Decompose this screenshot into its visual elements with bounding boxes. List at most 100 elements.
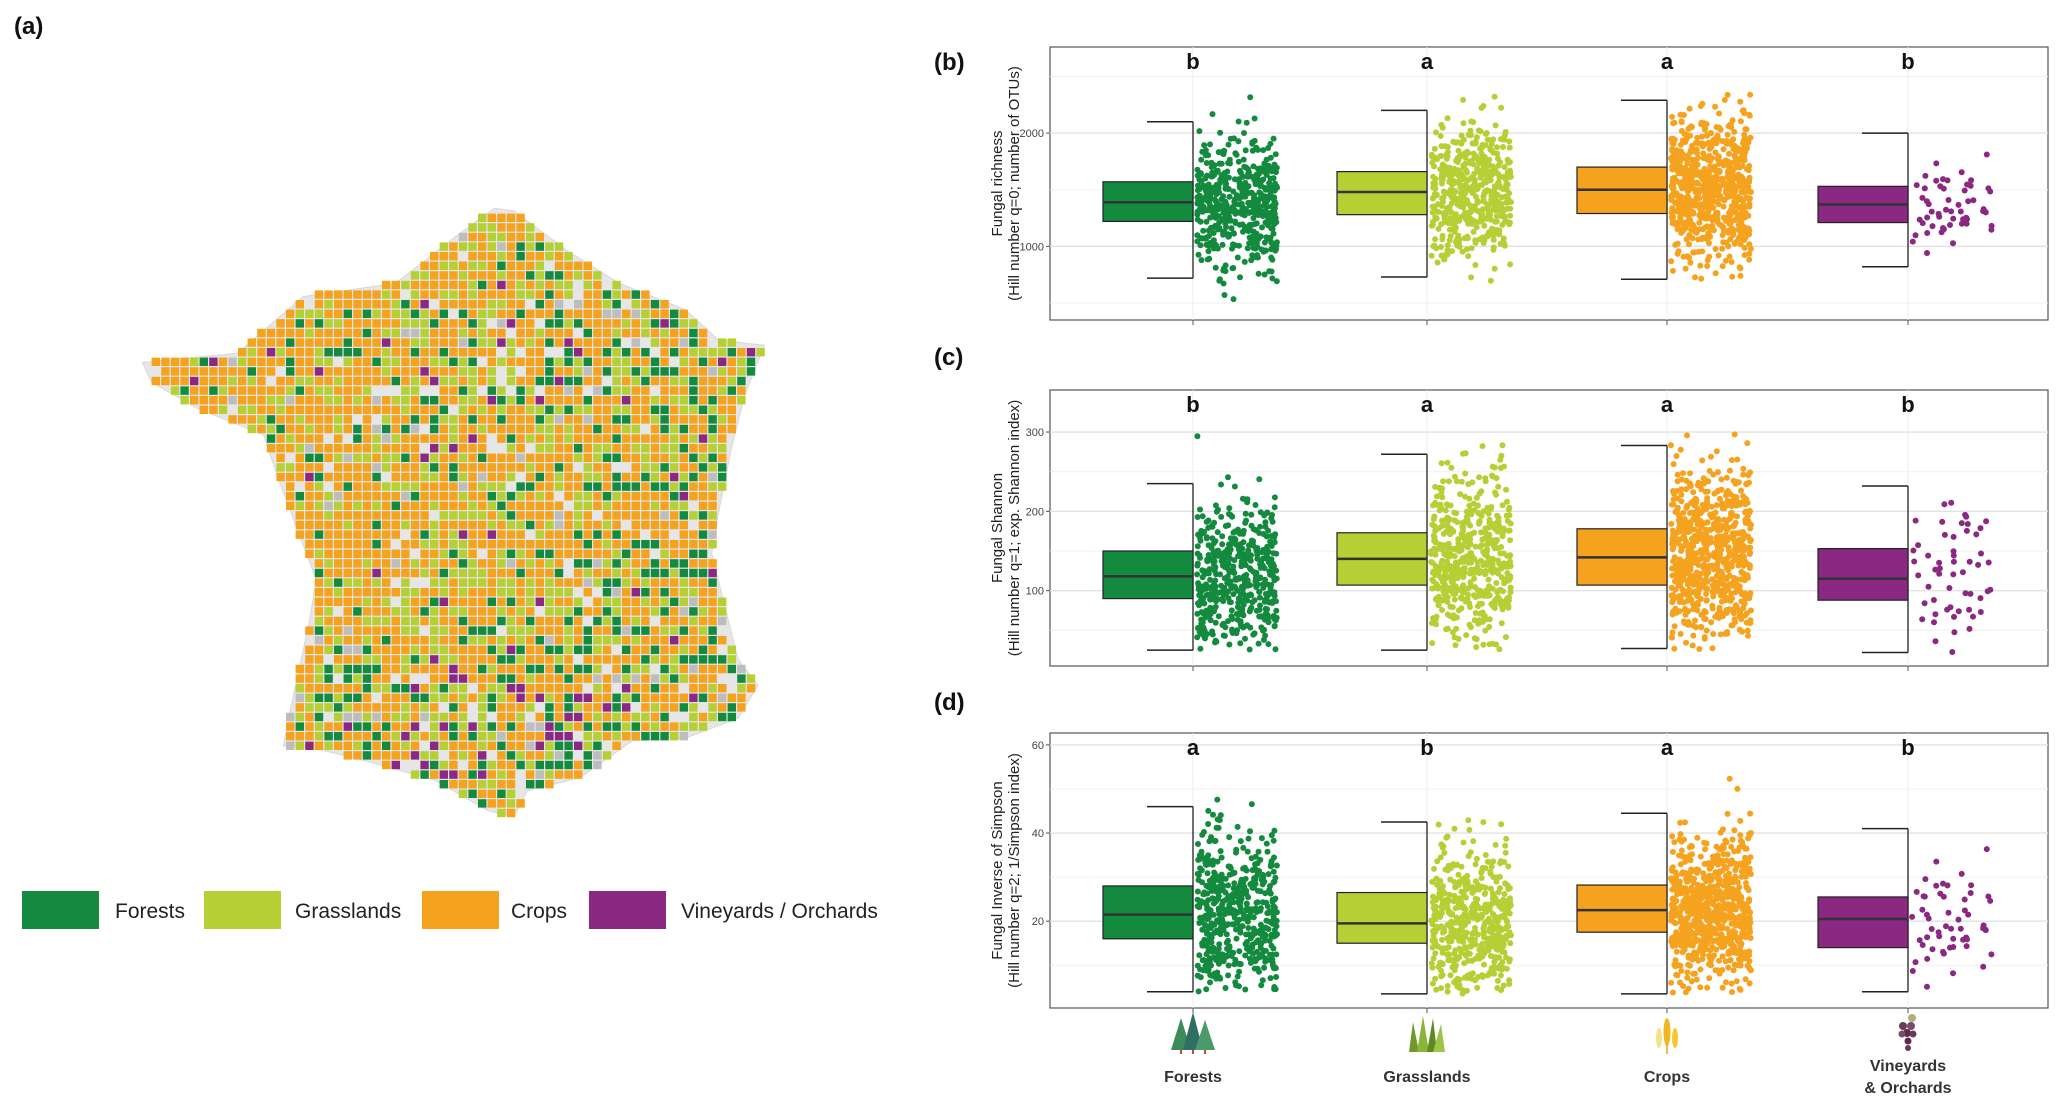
- map-cell: [334, 693, 343, 702]
- map-cell: [257, 386, 266, 395]
- map-cell: [622, 568, 631, 578]
- map-cell: [506, 674, 516, 683]
- map-cell: [554, 472, 564, 482]
- map-cell: [430, 319, 439, 328]
- data-point: [1241, 258, 1248, 265]
- map-cell: [430, 280, 439, 290]
- map-cell: [593, 405, 602, 414]
- map-cell: [334, 636, 343, 645]
- data-point: [1683, 236, 1690, 243]
- map-cell: [602, 568, 612, 578]
- map-cell: [554, 300, 564, 309]
- map-cell: [689, 376, 698, 386]
- map-cell: [602, 588, 612, 597]
- data-point: [1205, 248, 1212, 255]
- map-cell: [670, 559, 679, 568]
- data-point: [1741, 189, 1747, 196]
- map-cell: [593, 280, 602, 290]
- data-point: [1710, 204, 1717, 211]
- map-cell: [362, 348, 372, 357]
- map-cell: [564, 319, 573, 328]
- data-point: [1203, 195, 1210, 202]
- data-point: [1692, 197, 1699, 203]
- map-cell: [526, 280, 535, 290]
- data-point: [1256, 168, 1263, 175]
- map-cell: [324, 636, 333, 645]
- map-cell: [353, 664, 362, 674]
- map-cell: [602, 415, 612, 424]
- map-cell: [314, 338, 324, 347]
- map-cell: [439, 319, 448, 328]
- map-cell: [343, 367, 352, 376]
- data-point: [1462, 450, 1469, 457]
- map-cell: [410, 597, 420, 606]
- map-cell: [535, 252, 544, 261]
- map-cell: [641, 568, 650, 578]
- map-cell: [449, 357, 458, 366]
- map-cell: [334, 578, 343, 587]
- data-point: [1451, 228, 1458, 235]
- y-tick-label: 300: [1026, 427, 1044, 439]
- map-cell: [420, 770, 429, 779]
- map-cell: [382, 703, 391, 712]
- map-cell: [602, 549, 612, 558]
- map-cell: [593, 636, 602, 645]
- map-cell: [574, 415, 583, 424]
- map-cell: [439, 444, 448, 453]
- map-cell: [449, 655, 458, 664]
- map-cell: [401, 405, 410, 414]
- data-point: [1242, 510, 1249, 517]
- map-cell: [650, 376, 660, 386]
- map-cell: [689, 511, 698, 520]
- data-point: [1256, 476, 1263, 483]
- map-cell: [641, 722, 650, 731]
- map-cell: [305, 712, 314, 722]
- data-point: [1214, 167, 1221, 174]
- map-cell: [612, 280, 621, 290]
- map-cell: [487, 328, 496, 338]
- map-cell: [506, 300, 516, 309]
- map-cell: [670, 415, 679, 424]
- map-cell: [708, 453, 717, 462]
- map-cell: [564, 252, 573, 261]
- map-cell: [602, 290, 612, 299]
- data-point: [1472, 140, 1479, 147]
- map-cell: [564, 655, 573, 664]
- map-cell: [574, 741, 583, 750]
- map-cell: [727, 367, 736, 376]
- map-cell: [382, 607, 391, 616]
- map-cell: [679, 636, 688, 645]
- map-cell: [583, 636, 592, 645]
- map-cell: [516, 607, 525, 616]
- map-cell: [708, 636, 717, 645]
- map-cell: [506, 559, 516, 568]
- map-cell: [660, 348, 669, 357]
- map-cell: [382, 645, 391, 654]
- data-point: [1194, 550, 1201, 557]
- map-cell: [564, 549, 573, 558]
- map-cell: [468, 415, 477, 424]
- map-cell: [420, 357, 429, 366]
- data-point: [1194, 209, 1201, 215]
- map-cell: [478, 520, 487, 530]
- data-point: [1263, 510, 1270, 517]
- map-cell: [372, 664, 381, 674]
- map-cell: [430, 703, 439, 712]
- map-cell: [497, 760, 506, 770]
- data-point: [1706, 240, 1712, 246]
- map-cell: [622, 357, 631, 366]
- map-cell: [535, 434, 544, 443]
- map-cell: [487, 223, 496, 232]
- map-cell: [535, 722, 544, 731]
- map-cell: [401, 367, 410, 376]
- data-point: [1715, 189, 1721, 196]
- map-cell: [314, 693, 324, 702]
- map-cell: [574, 703, 583, 712]
- data-point: [1248, 537, 1255, 544]
- map-cell: [343, 463, 352, 472]
- map-cell: [497, 645, 506, 654]
- map-cell: [564, 684, 573, 693]
- map-cell: [430, 645, 439, 654]
- map-cell: [545, 684, 554, 693]
- map-cell: [679, 309, 688, 318]
